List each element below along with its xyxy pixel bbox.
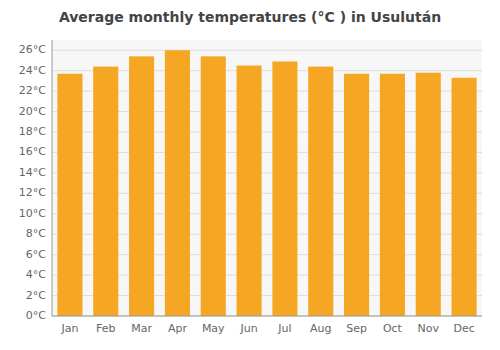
x-tick-label: Jun [239, 322, 257, 335]
y-tick-label: 12°C [19, 186, 46, 199]
x-tick-label: Nov [418, 322, 440, 335]
bar [344, 74, 369, 316]
bar [201, 56, 226, 316]
x-tick-label: Aug [310, 322, 331, 335]
bar [93, 67, 118, 316]
y-tick-label: 16°C [19, 145, 46, 158]
page: {"chart_data": {"type": "bar", "title": … [0, 0, 500, 350]
y-tick-label: 0°C [26, 309, 46, 322]
grid-line [52, 50, 482, 51]
y-tick-label: 20°C [19, 105, 46, 118]
y-tick-label: 24°C [19, 64, 46, 77]
x-axis-line [52, 316, 482, 317]
x-tick-label: Oct [383, 322, 403, 335]
grid-line [52, 316, 482, 317]
x-tick-label: Sep [346, 322, 367, 335]
bar [129, 56, 154, 316]
bar [308, 67, 333, 316]
y-tick-label: 10°C [19, 207, 46, 220]
y-tick-label: 6°C [26, 248, 46, 261]
x-tick-label: Mar [131, 322, 152, 335]
chart: 0°C 2°C 4°C 6°C 8°C 10°C 12°C 14°C 16°C 18°C 20°C 2… [0, 0, 500, 350]
y-axis-ticks: 0°C 2°C 4°C 6°C 8°C 10°C 12°C 14°C 16°C 18°C 20°C 2… [19, 43, 46, 322]
y-tick-label: 22°C [19, 84, 46, 97]
y-axis-line [52, 40, 53, 316]
x-tick-label: Feb [96, 322, 115, 335]
bar [452, 78, 477, 316]
bars [57, 50, 476, 316]
bar [380, 74, 405, 316]
bar [237, 66, 262, 316]
chart-container: 0°C 2°C 4°C 6°C 8°C 10°C 12°C 14°C 16°C 18°C 20°C 2… [0, 0, 500, 350]
x-axis-ticks: Jan Feb Mar Apr May Jun Jul Aug Sep Oct Nov Dec [60, 322, 474, 335]
y-tick-label: 26°C [19, 43, 46, 56]
y-tick-label: 8°C [26, 227, 46, 240]
y-tick-label: 14°C [19, 166, 46, 179]
x-tick-label: Apr [168, 322, 188, 335]
x-tick-label: Jul [277, 322, 291, 335]
bar [57, 74, 82, 316]
x-tick-label: Jan [60, 322, 78, 335]
bar [165, 50, 190, 316]
x-tick-label: Dec [453, 322, 474, 335]
plot-background [52, 40, 482, 316]
bar [416, 73, 441, 316]
y-tick-label: 4°C [26, 268, 46, 281]
y-tick-label: 2°C [26, 289, 46, 302]
grid [52, 50, 482, 316]
y-tick-label: 18°C [19, 125, 46, 138]
title: Average monthly temperatures (°C ) in Us… [59, 9, 441, 25]
bar [272, 61, 297, 316]
x-tick-label: May [202, 322, 225, 335]
